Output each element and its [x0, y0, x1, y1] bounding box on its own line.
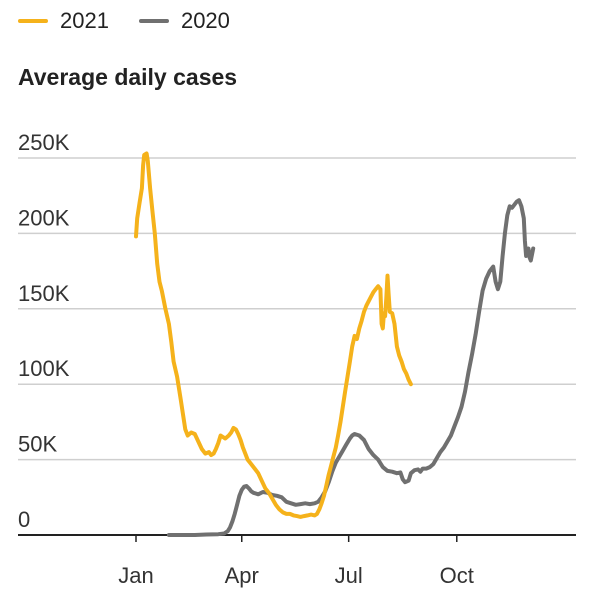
chart-title: Average daily cases	[18, 64, 238, 90]
legend-label-2020: 2020	[180, 8, 230, 33]
y-tick-label: 150K	[18, 281, 70, 306]
y-tick-label: 250K	[18, 130, 70, 155]
series-line-2021	[134, 151, 413, 519]
x-tick-label: Jul	[335, 563, 363, 588]
x-tick-label: Jan	[118, 563, 153, 588]
y-tick-label: 0	[18, 507, 30, 532]
y-tick-label: 200K	[18, 205, 70, 230]
x-tick-label: Apr	[225, 563, 259, 588]
legend-item-2021: 2021	[18, 8, 109, 34]
y-tick-label: 50K	[18, 432, 57, 457]
legend: 2021 2020	[18, 8, 230, 34]
legend-swatch-2020	[138, 19, 169, 23]
series-line-2020	[166, 198, 536, 537]
legend-item-2020: 2020	[138, 8, 230, 34]
legend-swatch-2021	[18, 19, 48, 23]
x-tick-label: Oct	[440, 563, 474, 588]
legend-label-2021: 2021	[60, 8, 109, 33]
y-tick-label: 100K	[18, 356, 70, 381]
